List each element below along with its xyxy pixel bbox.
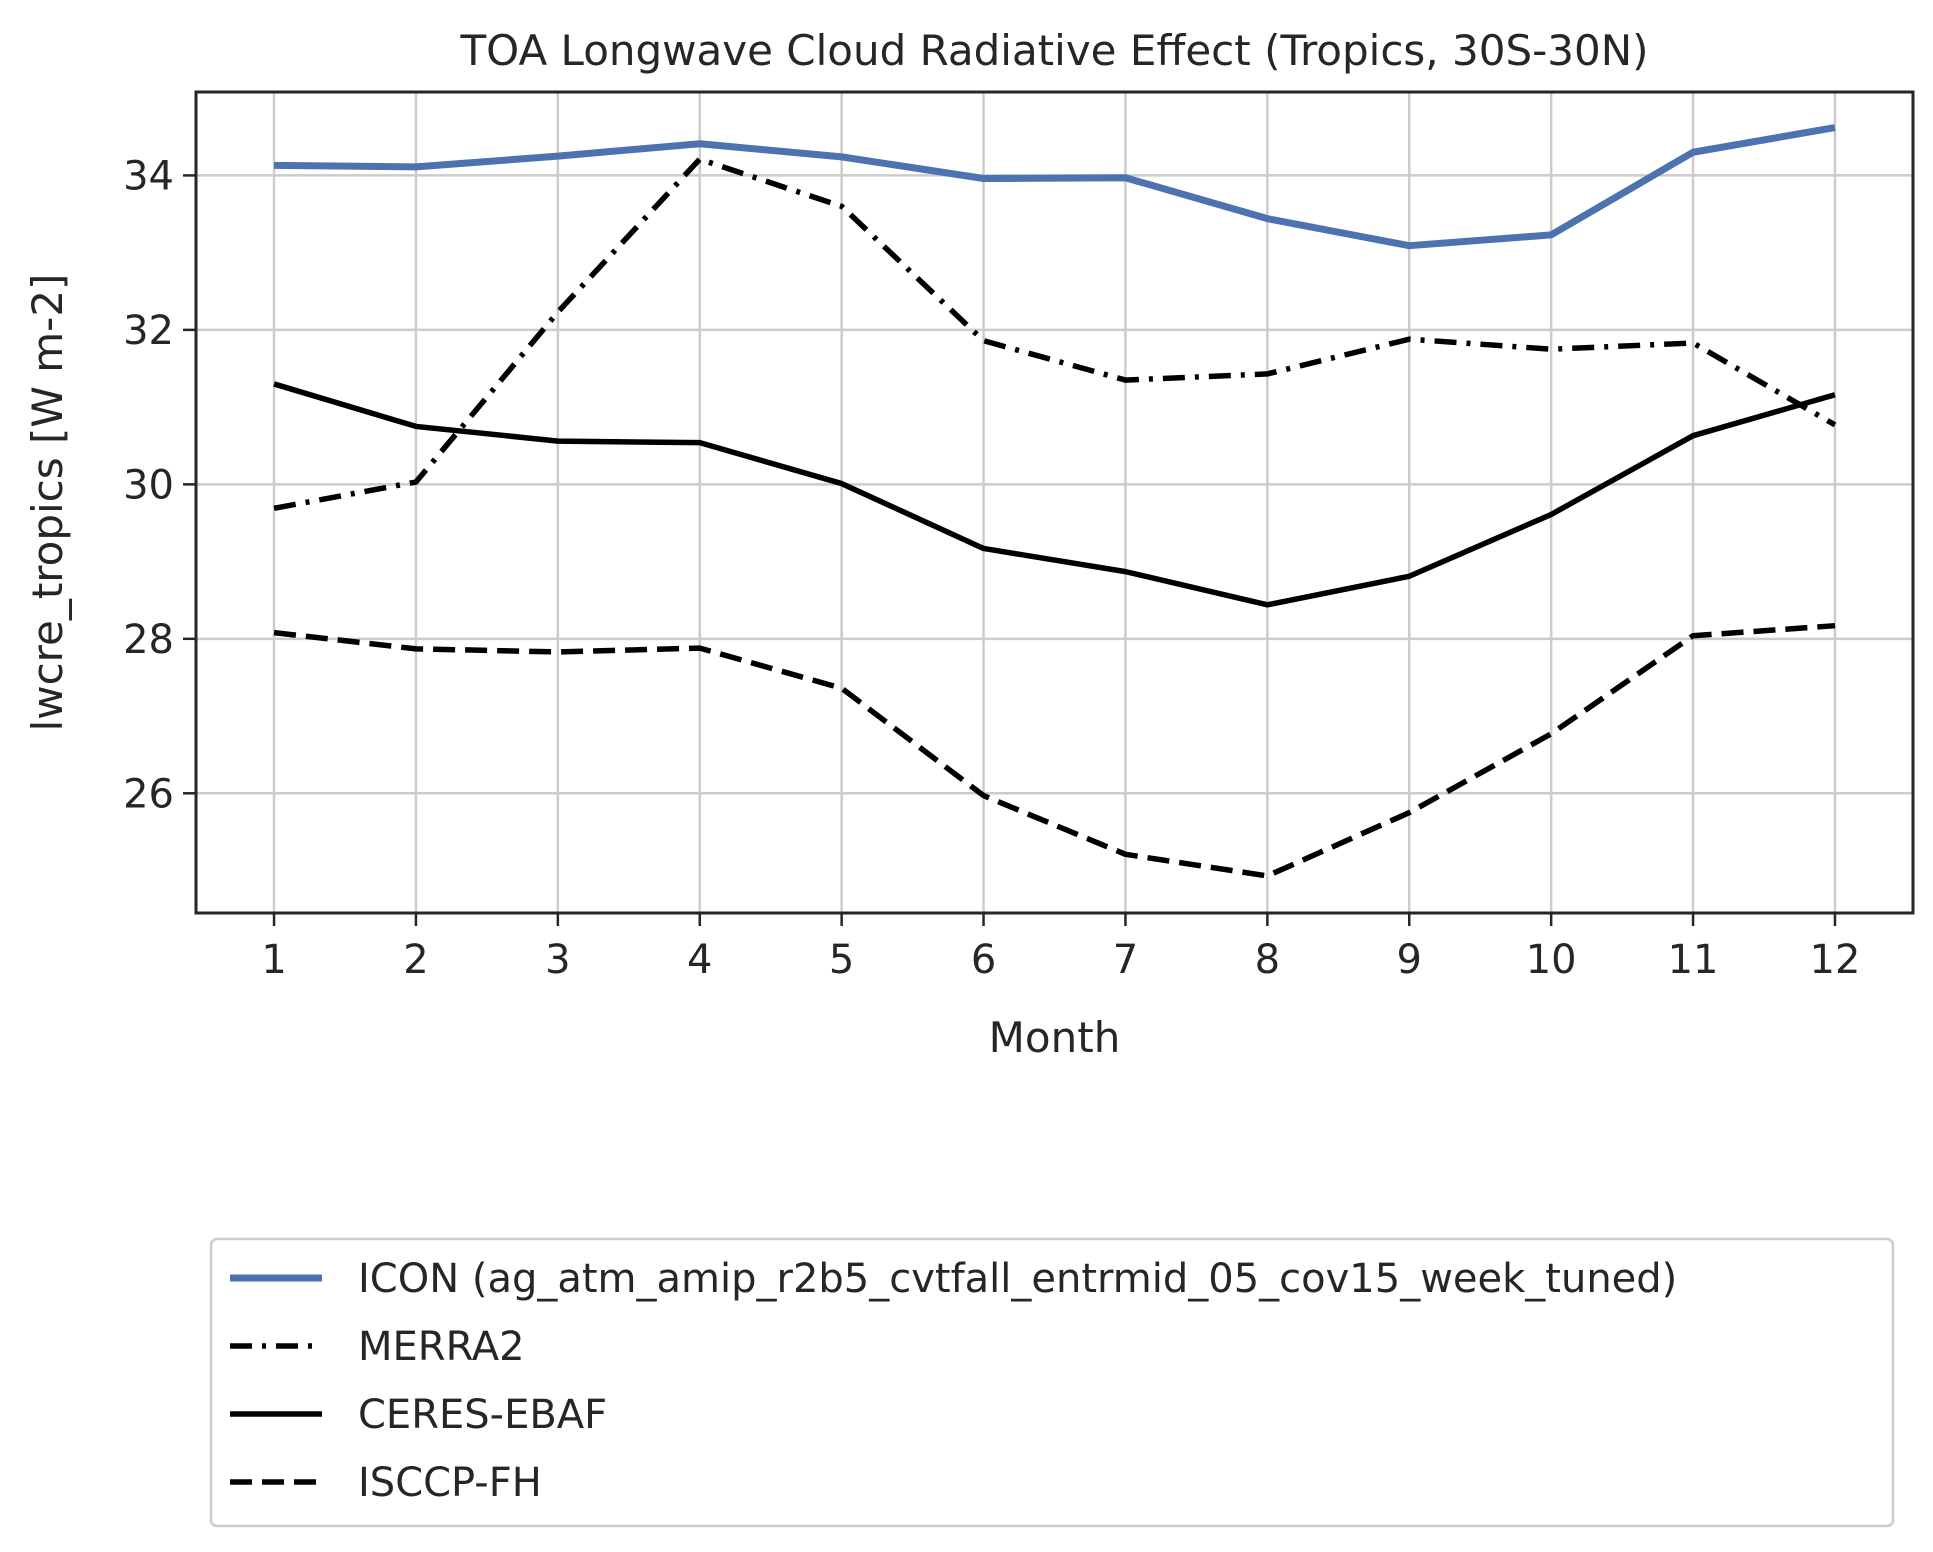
x-tick-label: 10 [1526,937,1577,983]
x-tick-label: 1 [261,937,286,983]
y-tick-label: 32 [123,308,174,354]
x-tick-label: 6 [971,937,996,983]
series-line-2 [273,156,1837,511]
x-tick-label: 5 [829,937,854,983]
chart-title: TOA Longwave Cloud Radiative Effect (Tro… [459,26,1648,75]
legend-box [209,1237,1895,1528]
legend-label-4: ISCCP-FH [358,1460,542,1506]
y-tick-label: 28 [123,617,174,663]
plot-frame [194,90,1915,915]
x-tick-label: 2 [403,937,428,983]
y-tick-label: 26 [123,771,174,817]
legend-label-3: CERES-EBAF [358,1392,607,1438]
x-axis-title: Month [989,1013,1121,1062]
x-tick-label: 11 [1668,937,1719,983]
x-tick-label: 4 [687,937,712,983]
y-tick-label: 34 [123,153,174,199]
x-tick-label: 9 [1397,937,1422,983]
y-tick-label: 30 [123,462,174,508]
series-lines [273,124,1837,879]
legend-entries: ICON (ag_atm_amip_r2b5_cvtfall_entrmid_0… [230,1256,1677,1506]
legend: ICON (ag_atm_amip_r2b5_cvtfall_entrmid_0… [209,1237,1895,1528]
series-line-4 [273,622,1836,879]
series-line-1 [274,124,1836,250]
legend-label-2: MERRA2 [358,1324,525,1370]
x-tick-label: 3 [545,937,570,983]
x-tick-label: 7 [1113,937,1138,983]
legend-label-1: ICON (ag_atm_amip_r2b5_cvtfall_entrmid_0… [358,1256,1677,1302]
grid [196,92,1913,913]
y-axis-title: lwcre_tropics [W m-2] [23,274,72,732]
series-line-3 [273,381,1836,608]
x-tick-label: 8 [1255,937,1280,983]
x-tick-label: 12 [1810,937,1861,983]
